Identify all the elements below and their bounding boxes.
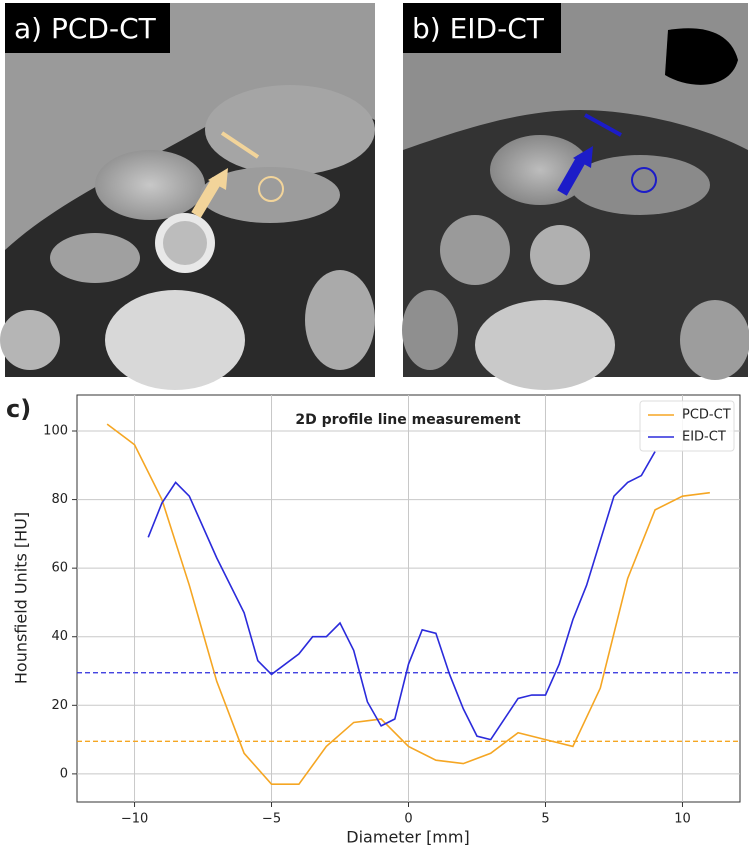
- data-line: [147, 451, 656, 741]
- x-tick-label: −10: [121, 812, 148, 827]
- panel-label: b) EID-CT: [412, 12, 545, 45]
- x-tick-label: 5: [541, 812, 549, 827]
- legend-label: EID-CT: [682, 430, 726, 445]
- x-axis-label: Diameter [mm]: [346, 828, 469, 847]
- x-tick-label: −5: [262, 812, 281, 827]
- y-tick-label: 80: [51, 492, 68, 507]
- data-line: [106, 423, 710, 785]
- legend-box: [639, 400, 735, 452]
- ct-image-a: a) PCD-CT: [0, 3, 375, 390]
- x-tick-label: 0: [404, 812, 412, 827]
- y-tick-label: 60: [51, 561, 68, 576]
- legend-label: PCD-CT: [682, 408, 731, 423]
- panel-label: c): [6, 395, 31, 423]
- y-tick-label: 40: [51, 629, 68, 644]
- panel-label: a) PCD-CT: [14, 12, 157, 45]
- x-tick-label: 10: [674, 812, 691, 827]
- y-tick-label: 100: [43, 424, 68, 439]
- y-tick-label: 20: [51, 698, 68, 713]
- y-tick-label: 0: [60, 766, 68, 781]
- y-axis-label: Hounsfield Units [HU]: [12, 512, 31, 684]
- ct-image-b: b) EID-CT: [402, 3, 749, 390]
